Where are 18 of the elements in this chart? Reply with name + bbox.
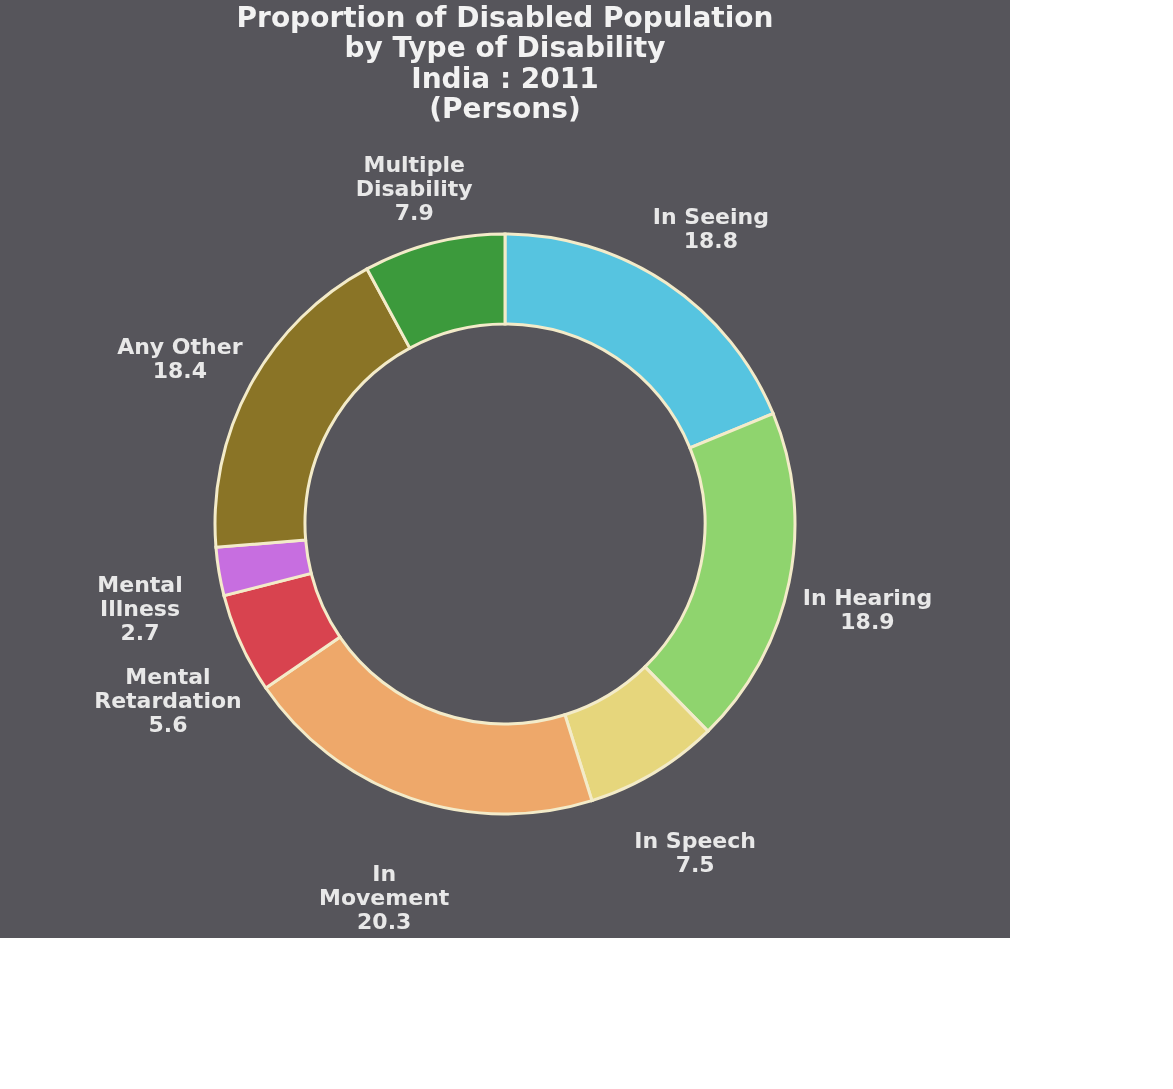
slice-label: In Speech <box>634 828 756 854</box>
data-label: 2.7 <box>120 619 160 645</box>
slice-label: In Hearing <box>802 585 933 611</box>
slice-label: Mental Retardation <box>94 663 242 713</box>
slice-label: Mental Illness <box>97 571 183 621</box>
data-label: 18.4 <box>152 358 207 384</box>
data-label: 7.9 <box>394 200 434 226</box>
slice-label: Multiple Disability <box>355 152 473 202</box>
chart-title: Proportion of Disabled Population by Type of Disability <box>236 1 774 64</box>
data-label: 5.6 <box>148 711 188 737</box>
data-label: 18.8 <box>683 227 738 253</box>
chart-subtitle: India : 2011 (Persons) <box>411 62 599 125</box>
slice-label: Any Other <box>117 334 243 360</box>
slice-label: In Movement <box>319 860 450 910</box>
data-label: 18.9 <box>840 609 895 635</box>
slice-label: In Seeing <box>652 203 769 229</box>
data-label: 7.5 <box>675 852 715 878</box>
data-label: 20.3 <box>357 908 412 934</box>
